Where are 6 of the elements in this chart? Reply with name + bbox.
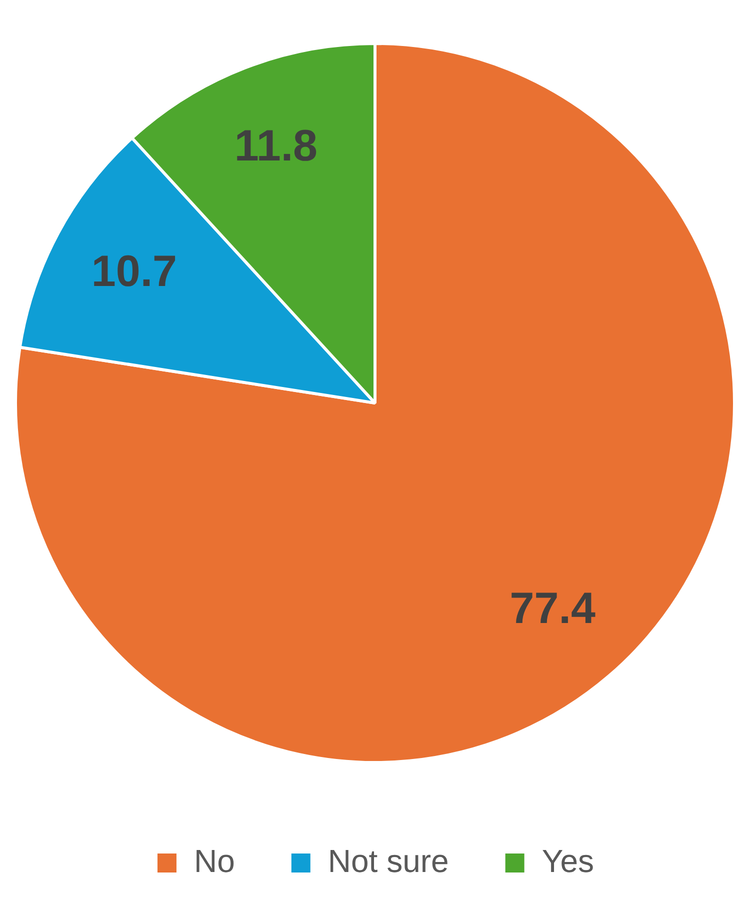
data-label: 10.7 [91,247,178,296]
legend-label: No [194,842,235,879]
data-label: 11.8 [234,122,318,171]
legend-label: Yes [542,842,594,879]
legend-label: Not sure [328,842,449,879]
data-label: 77.4 [510,584,596,633]
